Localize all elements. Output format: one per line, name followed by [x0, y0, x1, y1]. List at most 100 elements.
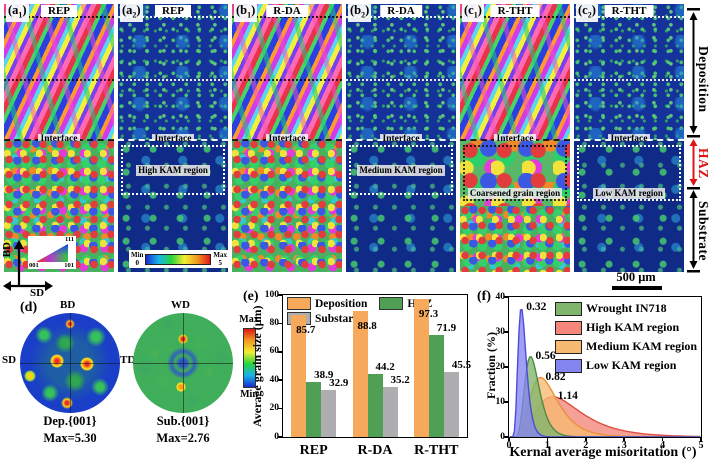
dotted-boundary-line: [346, 79, 456, 81]
bar-value-label: 85.7: [296, 324, 316, 337]
legend-swatch: [555, 339, 582, 354]
bar-deposition: [352, 310, 368, 437]
bar-deposition: [291, 315, 307, 437]
legend-item: Wrought IN718: [555, 301, 697, 316]
dotted-boundary-line: [118, 16, 228, 18]
legend-label: Wrought IN718: [586, 301, 667, 315]
kam-distribution-plot: Wrought IN718 High KAM region Medium KAM r…: [496, 292, 704, 452]
crosshair: [70, 313, 71, 413]
f-legend: Wrought IN718 High KAM region Medium KAM r…: [555, 301, 697, 373]
ebsd-deposition-texture: [4, 4, 114, 140]
interface-line: Interface: [460, 134, 570, 144]
f-x-axis-label: Kernal average misoritation (°): [509, 445, 697, 460]
pf1-caption: Dep.{001}: [43, 414, 97, 428]
pf-colorbar: [243, 328, 256, 388]
curve-line-wrought-in718: [509, 356, 701, 437]
bar-deposition: [413, 298, 429, 437]
interface-line: Interface: [4, 134, 114, 144]
f-ytick-label: 20: [495, 361, 506, 372]
e-category-label: R-DA: [357, 443, 393, 458]
f-xtick-mark: [623, 437, 625, 441]
ipf-101-label: 101: [64, 262, 74, 269]
panel-d-pole-figures: (d) BD SD TD WD Dep.{001} Max=5.30 Sub.{…: [0, 292, 270, 466]
f-ytick-label: 40: [495, 291, 506, 302]
legend-swatch: [287, 297, 311, 310]
panel-title: R-DA: [266, 5, 308, 17]
interface-line: Interface: [574, 134, 684, 144]
panel-id: (f): [477, 289, 491, 304]
legend-item: Deposition: [287, 297, 367, 310]
peak-value-label: 0.82: [545, 370, 566, 383]
panel-title: R-THT: [490, 5, 540, 17]
colorbar-lo-value: 0: [135, 259, 139, 267]
specimen-axes-icon: [3, 240, 53, 291]
f-xtick-label: 0: [506, 440, 512, 451]
bar-substarte: [443, 372, 459, 437]
e-ytick-mark: [278, 294, 283, 296]
bar-value-label: 97.3: [418, 307, 439, 320]
crosshair: [183, 313, 184, 413]
interface-label: Interface: [607, 134, 651, 144]
curve-line-low-kam-region: [509, 308, 701, 437]
e-ytick-label: 40: [269, 374, 280, 385]
pf-colorbar-min-label: Min: [240, 389, 258, 400]
kam-colorbar: Min 0 Max 5: [129, 250, 228, 268]
high-kam-region-box: High KAM region: [121, 145, 225, 195]
dotted-boundary-line: [574, 16, 684, 18]
medium-kam-region-box: Medium KAM region: [349, 145, 453, 195]
kam-curves: [509, 308, 701, 437]
ipf-color-key: 111 001 101: [28, 236, 76, 269]
region-label: Low KAM region: [593, 188, 665, 199]
f-xtick-mark: [661, 437, 664, 441]
e-ytick-label: 80: [269, 317, 280, 328]
bar-haz: [428, 334, 444, 437]
pf1-td-axis-label: TD: [120, 354, 136, 366]
f-xtick-mark: [508, 437, 510, 441]
panel-title: R-THT: [604, 5, 654, 17]
kam-deposition-texture: [574, 4, 684, 140]
bar-substarte: [321, 390, 337, 437]
pf2-wd-axis-label: WD: [171, 299, 190, 311]
bar-haz: [306, 381, 322, 437]
panel-a2-kam-map: Interface High KAM region (a2) REP Min 0 …: [118, 4, 228, 272]
legend-swatch: [555, 301, 582, 316]
panel-c1-ipf-map: Interface Coarsened grain region (c1) R-…: [460, 4, 570, 272]
haz-extent-label: HAZ: [696, 148, 709, 179]
panel-id: (c1): [462, 4, 484, 22]
scale-bar: [612, 286, 662, 290]
curve-line-medium-kam-region: [509, 376, 701, 437]
bar-value-label: 45.5: [451, 359, 472, 372]
substrate-extent-label: Substrate: [696, 200, 709, 261]
f-ytick-mark: [504, 436, 509, 438]
legend-swatch: [379, 297, 404, 310]
f-xtick-mark: [700, 437, 702, 441]
interface-line: Interface: [232, 134, 342, 144]
e-ytick-mark: [278, 436, 283, 438]
dotted-boundary-line: [118, 79, 228, 81]
region-extent-arrows: [687, 8, 700, 273]
interface-line: Interface: [118, 134, 228, 144]
legend-label: Medium KAM region: [586, 339, 698, 353]
panel-id: (b2): [348, 4, 372, 22]
e-ytick-mark: [278, 379, 283, 381]
f-ytick-mark: [504, 401, 509, 403]
e-ytick-label: 20: [269, 403, 280, 414]
legend-item: Low KAM region: [555, 358, 697, 373]
panel-title: R-DA: [380, 5, 422, 17]
f-ytick-label: 0: [500, 431, 505, 442]
curve-fill-low-kam-region: [509, 309, 701, 437]
deposition-pole-figure: [20, 313, 120, 413]
interface-label: Interface: [37, 134, 81, 144]
bar-value-label: 44.2: [375, 361, 395, 374]
pf1-max-value: Max=5.30: [43, 431, 97, 445]
panel-id: (c2): [576, 4, 598, 22]
bar-value-label: 38.9: [314, 368, 334, 381]
legend-swatch: [555, 320, 582, 335]
low-kam-region-box: Low KAM region: [577, 145, 681, 201]
f-xtick-label: 3: [621, 440, 627, 451]
dotted-boundary-line: [232, 16, 342, 18]
panel-a1-ipf-map: Interface (a1) REP 111 001 101: [4, 4, 114, 272]
